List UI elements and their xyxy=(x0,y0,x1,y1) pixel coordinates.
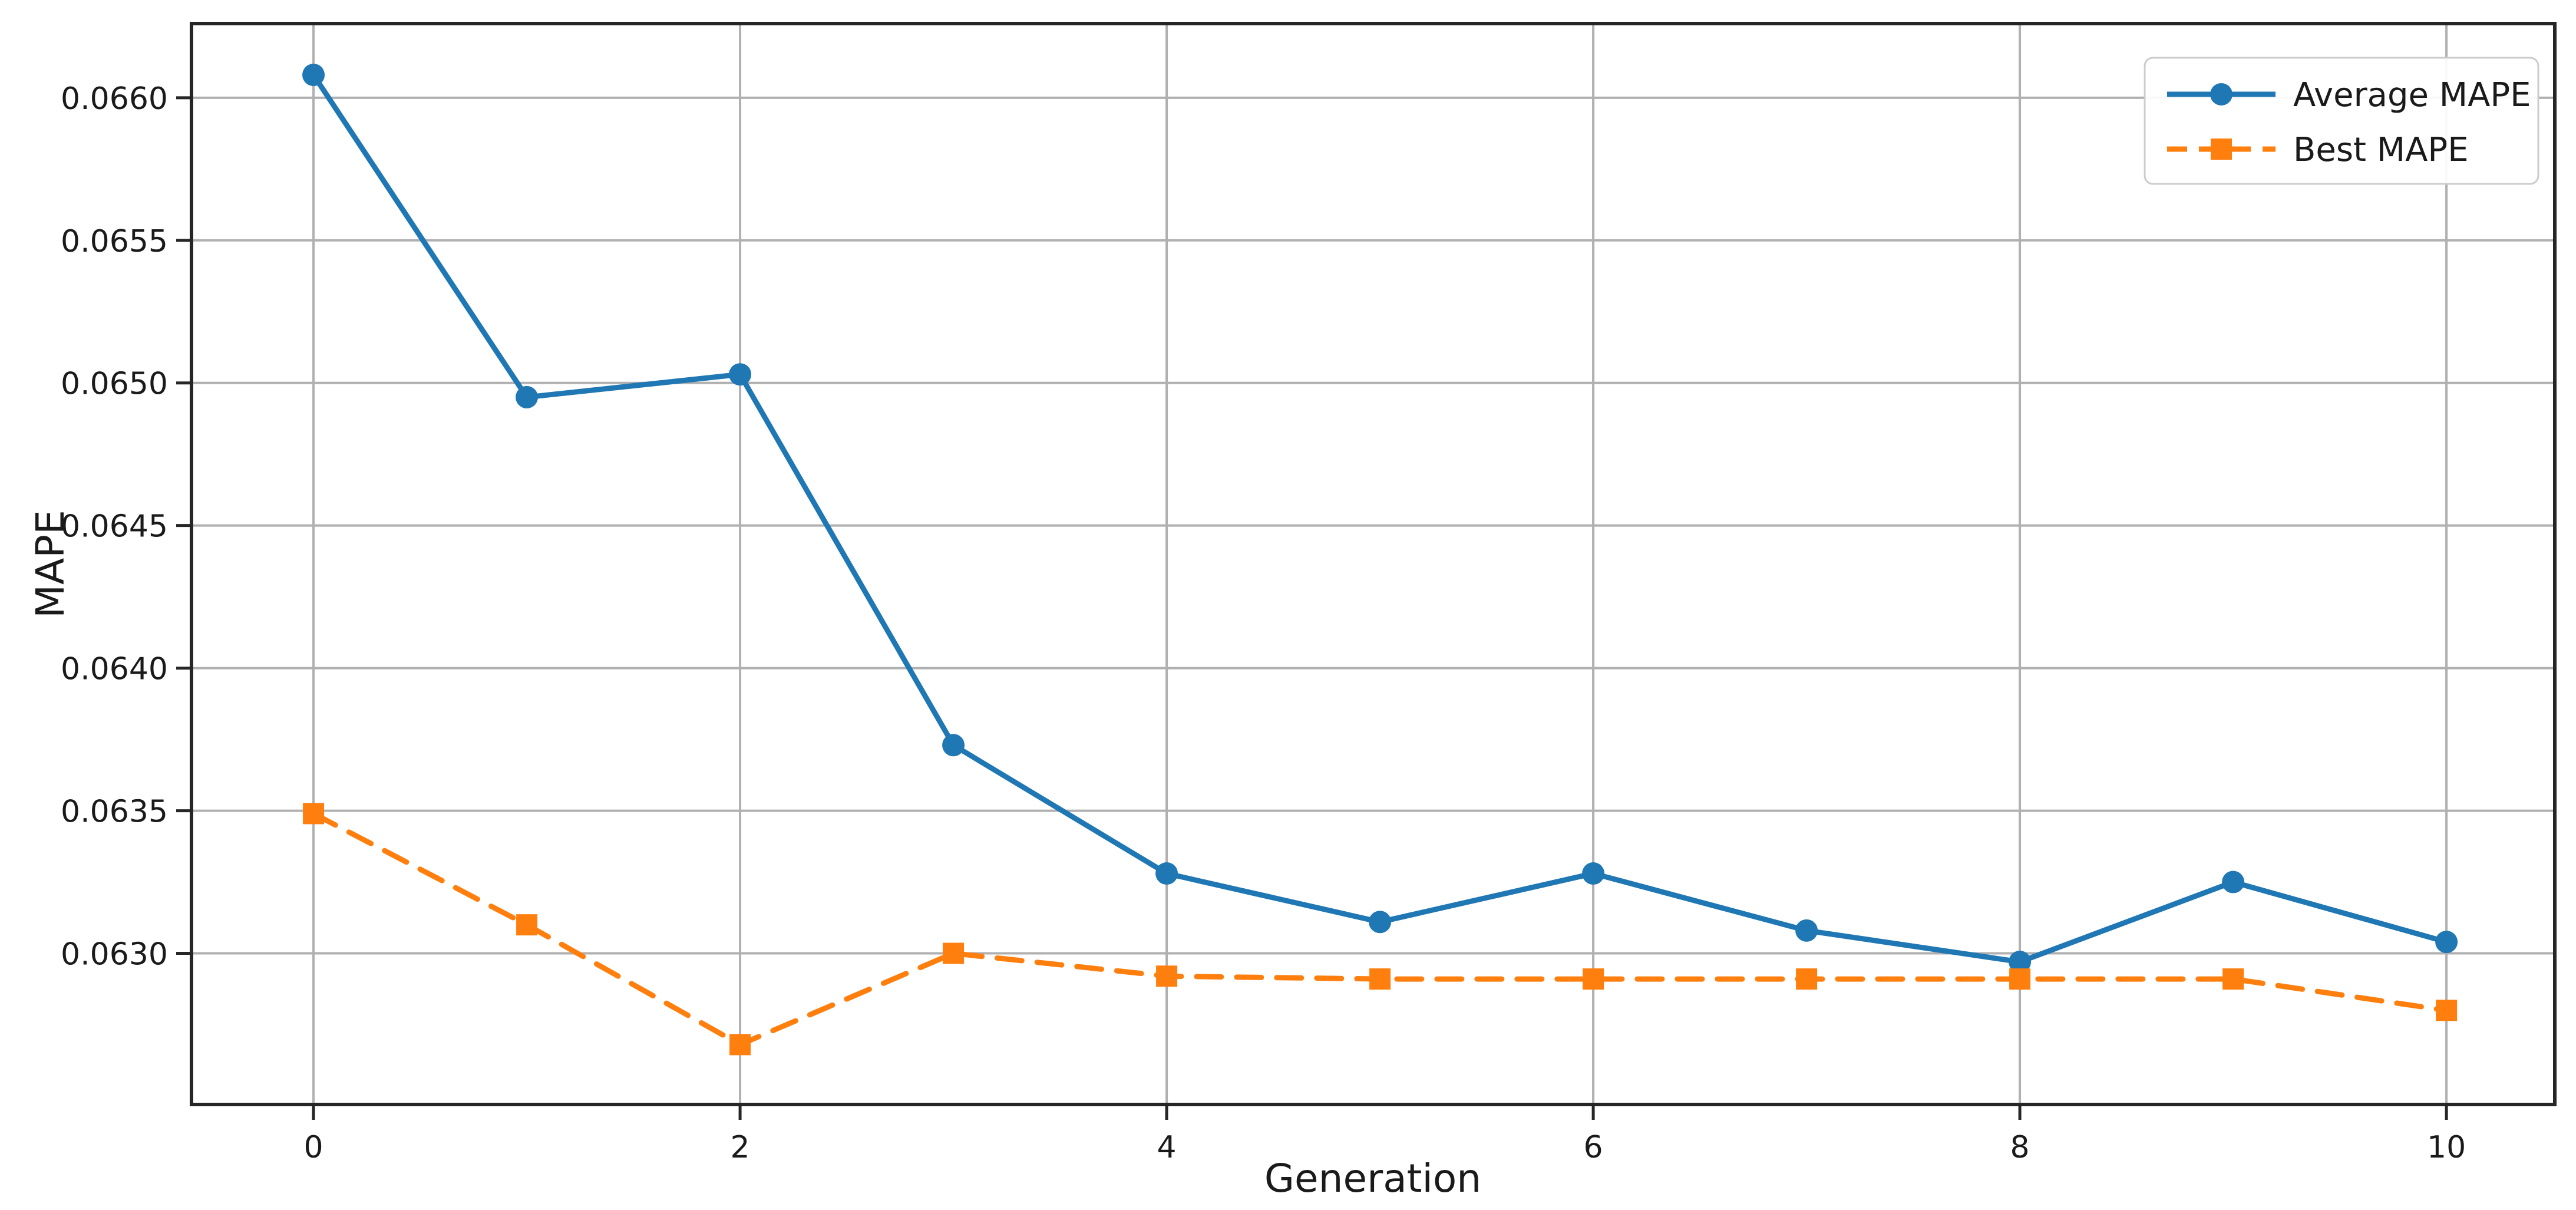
y-tick-label: 0.0630 xyxy=(61,937,168,972)
average-mape-marker xyxy=(729,363,752,386)
best-mape-marker xyxy=(2436,1000,2458,1021)
plot-border xyxy=(190,22,2557,1106)
legend-marker-best-mape xyxy=(2211,139,2232,160)
x-tick-label: 8 xyxy=(2010,1130,2030,1165)
grid-layer xyxy=(191,24,2555,1105)
x-tick-label: 10 xyxy=(2427,1130,2466,1165)
legend: Average MAPE Best MAPE xyxy=(2144,57,2539,185)
best-mape-marker xyxy=(1583,968,1604,990)
best-mape-marker xyxy=(943,942,965,964)
average-mape-marker xyxy=(2435,931,2458,954)
best-mape-marker xyxy=(1796,968,1818,990)
y-axis-label: MAPE xyxy=(28,510,73,618)
y-tick-label: 0.0660 xyxy=(61,81,168,117)
legend-box xyxy=(2144,57,2539,185)
best-mape-marker xyxy=(1156,965,1178,987)
average-mape-marker xyxy=(302,64,325,87)
average-mape-marker xyxy=(1369,911,1392,934)
average-mape-marker xyxy=(1795,919,1818,942)
y-tick-label: 0.0655 xyxy=(61,224,168,259)
y-tick-label: 0.0645 xyxy=(61,509,168,545)
best-mape-marker xyxy=(1369,968,1391,990)
best-mape-marker xyxy=(2009,968,2031,990)
legend-marker-average-mape xyxy=(2210,83,2232,105)
average-mape-marker xyxy=(2222,871,2245,894)
average-mape-line xyxy=(311,72,2449,965)
average-mape-marker xyxy=(1582,862,1605,885)
x-tick-label: 2 xyxy=(731,1130,750,1165)
average-mape-marker xyxy=(2009,951,2032,974)
best-mape-marker xyxy=(2222,968,2244,990)
series-layer xyxy=(302,64,2458,1056)
axis-layer: 0 2 4 6 8 10 0.0630 0.0635 0.0640 0.0645 0.0650 0.0… xyxy=(61,22,2557,1165)
x-tick-label: 6 xyxy=(1584,1130,1603,1165)
best-mape-marker xyxy=(303,803,325,825)
best-mape-marker xyxy=(516,914,538,936)
legend-label-best-mape: Best MAPE xyxy=(2293,131,2469,169)
legend-label-average-mape: Average MAPE xyxy=(2293,76,2531,114)
x-tick-label: 0 xyxy=(304,1130,323,1165)
average-mape-marker xyxy=(516,385,539,408)
y-tick-label: 0.0635 xyxy=(61,794,168,830)
y-tick-label: 0.0640 xyxy=(61,652,168,687)
x-axis-label: Generation xyxy=(1264,1156,1481,1201)
y-tick-label: 0.0650 xyxy=(61,367,168,402)
best-mape-marker xyxy=(729,1034,751,1056)
average-mape-marker xyxy=(1155,862,1178,885)
average-mape-marker xyxy=(942,734,965,757)
x-tick-label: 4 xyxy=(1157,1130,1177,1165)
